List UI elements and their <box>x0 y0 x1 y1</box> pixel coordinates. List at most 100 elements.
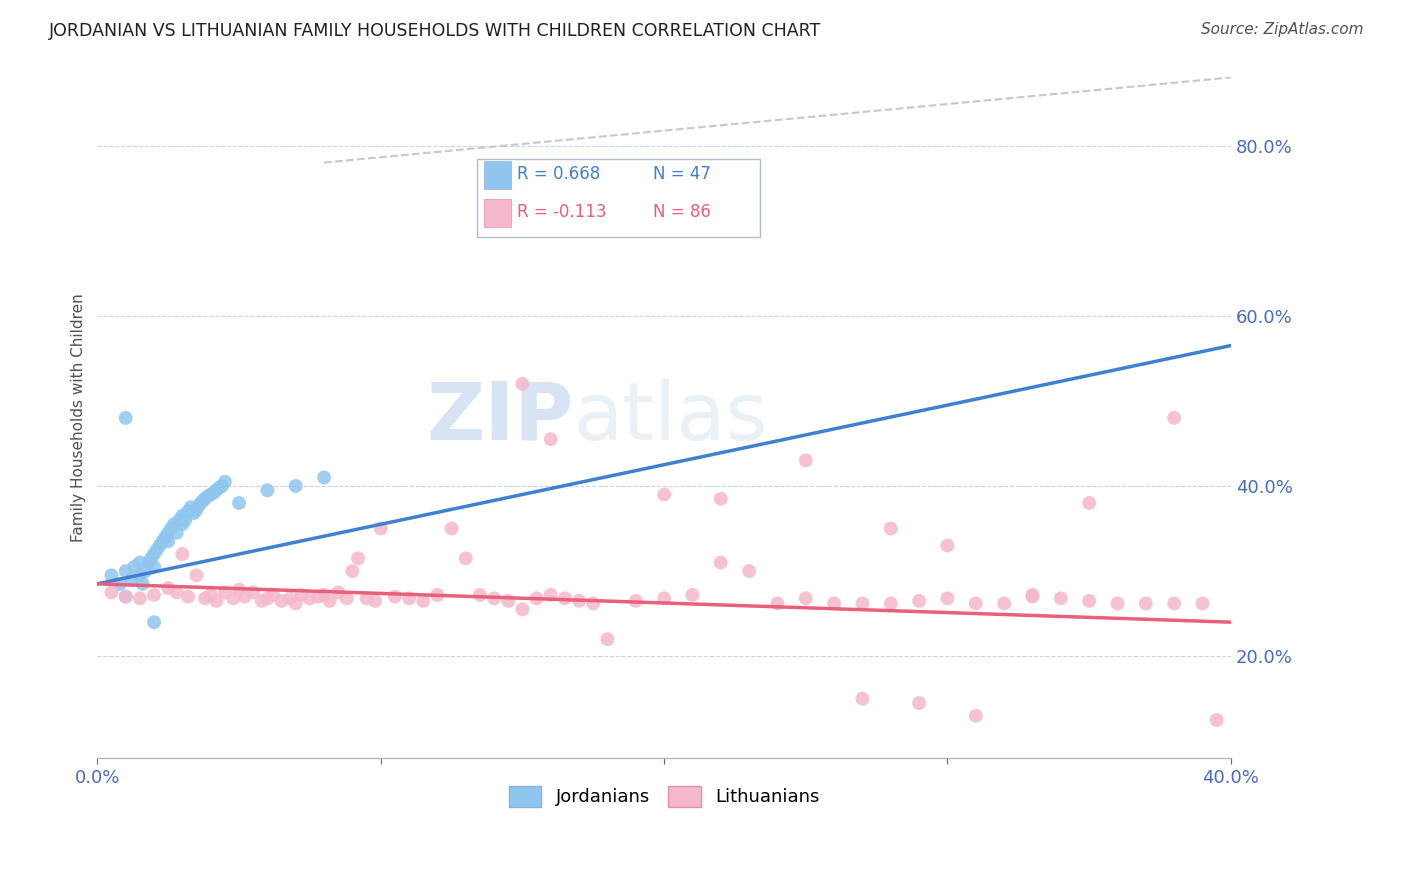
Point <box>166 585 188 599</box>
Point <box>1078 594 1101 608</box>
Point <box>180 500 202 515</box>
Point <box>596 632 619 647</box>
Point <box>681 588 703 602</box>
Text: ZIP: ZIP <box>426 379 574 457</box>
Text: R = 0.668: R = 0.668 <box>517 165 600 183</box>
Point <box>936 539 959 553</box>
Point <box>114 590 136 604</box>
Point <box>482 591 505 606</box>
Point <box>114 564 136 578</box>
Legend: Jordanians, Lithuanians: Jordanians, Lithuanians <box>502 779 827 814</box>
Point <box>512 602 534 616</box>
Point <box>412 594 434 608</box>
Point <box>114 590 136 604</box>
Point <box>256 483 278 498</box>
Point <box>766 596 789 610</box>
Point <box>222 591 245 606</box>
Point <box>128 556 150 570</box>
Point <box>370 522 392 536</box>
Point <box>100 568 122 582</box>
Point <box>108 577 131 591</box>
Point <box>166 525 188 540</box>
Point <box>143 559 166 574</box>
Point <box>342 564 364 578</box>
Point <box>823 596 845 610</box>
Point <box>319 594 342 608</box>
Point <box>262 588 284 602</box>
Point <box>270 594 292 608</box>
Point <box>208 481 231 495</box>
Point <box>205 483 228 498</box>
Point <box>880 596 903 610</box>
Point <box>157 581 180 595</box>
Point <box>205 594 228 608</box>
Point <box>328 585 350 599</box>
Point <box>172 517 194 532</box>
Point <box>191 494 214 508</box>
Point <box>128 591 150 606</box>
Point <box>155 530 177 544</box>
Point <box>1021 588 1043 602</box>
Point <box>146 542 169 557</box>
Point <box>169 513 191 527</box>
Point <box>174 513 197 527</box>
Point <box>624 594 647 608</box>
FancyBboxPatch shape <box>484 199 510 227</box>
Point <box>710 556 733 570</box>
Point <box>211 479 233 493</box>
Point <box>157 525 180 540</box>
Point <box>163 517 186 532</box>
Point <box>794 453 817 467</box>
FancyBboxPatch shape <box>484 161 510 189</box>
Point <box>347 551 370 566</box>
Point <box>143 547 166 561</box>
Point <box>242 585 264 599</box>
Point <box>149 539 172 553</box>
Point <box>100 585 122 599</box>
Point <box>908 594 931 608</box>
Text: N = 47: N = 47 <box>652 165 710 183</box>
Point <box>312 588 335 602</box>
Point <box>138 556 160 570</box>
Point <box>1021 590 1043 604</box>
Point <box>194 491 217 506</box>
Point <box>851 691 873 706</box>
Point <box>307 590 329 604</box>
Point <box>278 591 301 606</box>
Point <box>152 534 174 549</box>
Point <box>440 522 463 536</box>
FancyBboxPatch shape <box>477 159 761 237</box>
Point <box>468 588 491 602</box>
Point <box>135 564 157 578</box>
Point <box>284 479 307 493</box>
Point <box>1049 591 1071 606</box>
Point <box>120 573 142 587</box>
Point <box>880 522 903 536</box>
Point <box>336 591 359 606</box>
Point <box>398 591 420 606</box>
Point <box>114 410 136 425</box>
Text: atlas: atlas <box>574 379 768 457</box>
Point <box>172 508 194 523</box>
Point <box>364 594 387 608</box>
Point <box>1191 596 1213 610</box>
Point <box>1163 596 1185 610</box>
Point <box>284 596 307 610</box>
Point <box>454 551 477 566</box>
Text: JORDANIAN VS LITHUANIAN FAMILY HOUSEHOLDS WITH CHILDREN CORRELATION CHART: JORDANIAN VS LITHUANIAN FAMILY HOUSEHOLD… <box>49 22 821 40</box>
Point <box>568 594 591 608</box>
Point <box>143 615 166 629</box>
Point <box>298 591 321 606</box>
Point <box>228 496 250 510</box>
Point <box>993 596 1015 610</box>
Point <box>312 470 335 484</box>
Point <box>250 594 273 608</box>
Point <box>177 590 200 604</box>
Point <box>554 591 576 606</box>
Point <box>214 475 236 489</box>
Point <box>200 588 222 602</box>
Point <box>652 487 675 501</box>
Text: N = 86: N = 86 <box>652 203 710 221</box>
Text: R = -0.113: R = -0.113 <box>517 203 606 221</box>
Point <box>526 591 548 606</box>
